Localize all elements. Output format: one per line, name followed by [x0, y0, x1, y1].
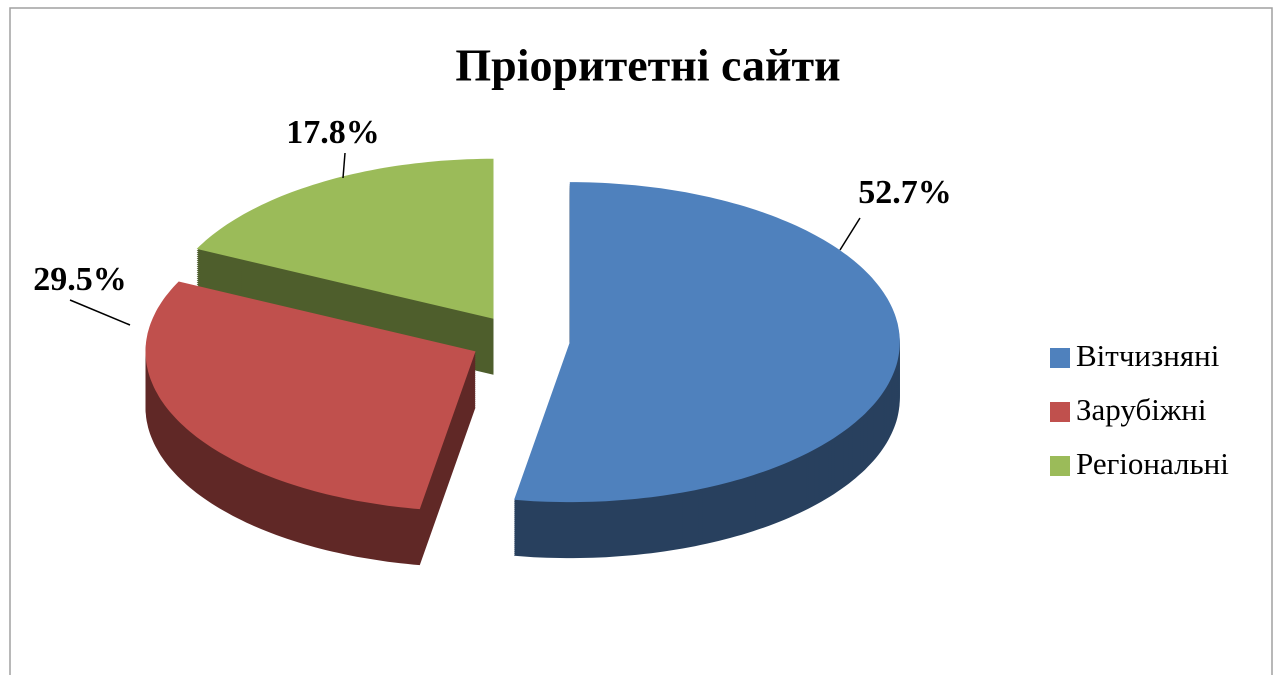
slice [514, 182, 900, 503]
data-label: 52.7% [858, 174, 952, 211]
legend-label: Регіональні [1076, 446, 1229, 481]
legend-swatch [1050, 348, 1070, 368]
slice [145, 281, 476, 510]
legend-swatch [1050, 456, 1070, 476]
chart-title: Пріоритетні сайти [455, 40, 840, 91]
data-label: 29.5% [33, 261, 127, 298]
leader-line [342, 152, 346, 179]
data-label: 17.8% [286, 114, 380, 151]
legend-label: Зарубіжні [1076, 392, 1207, 427]
legend-label: Вітчизняні [1076, 338, 1220, 373]
leader-line [69, 299, 131, 326]
legend-swatch [1050, 402, 1070, 422]
slice [196, 158, 494, 319]
leader-line [839, 217, 861, 251]
